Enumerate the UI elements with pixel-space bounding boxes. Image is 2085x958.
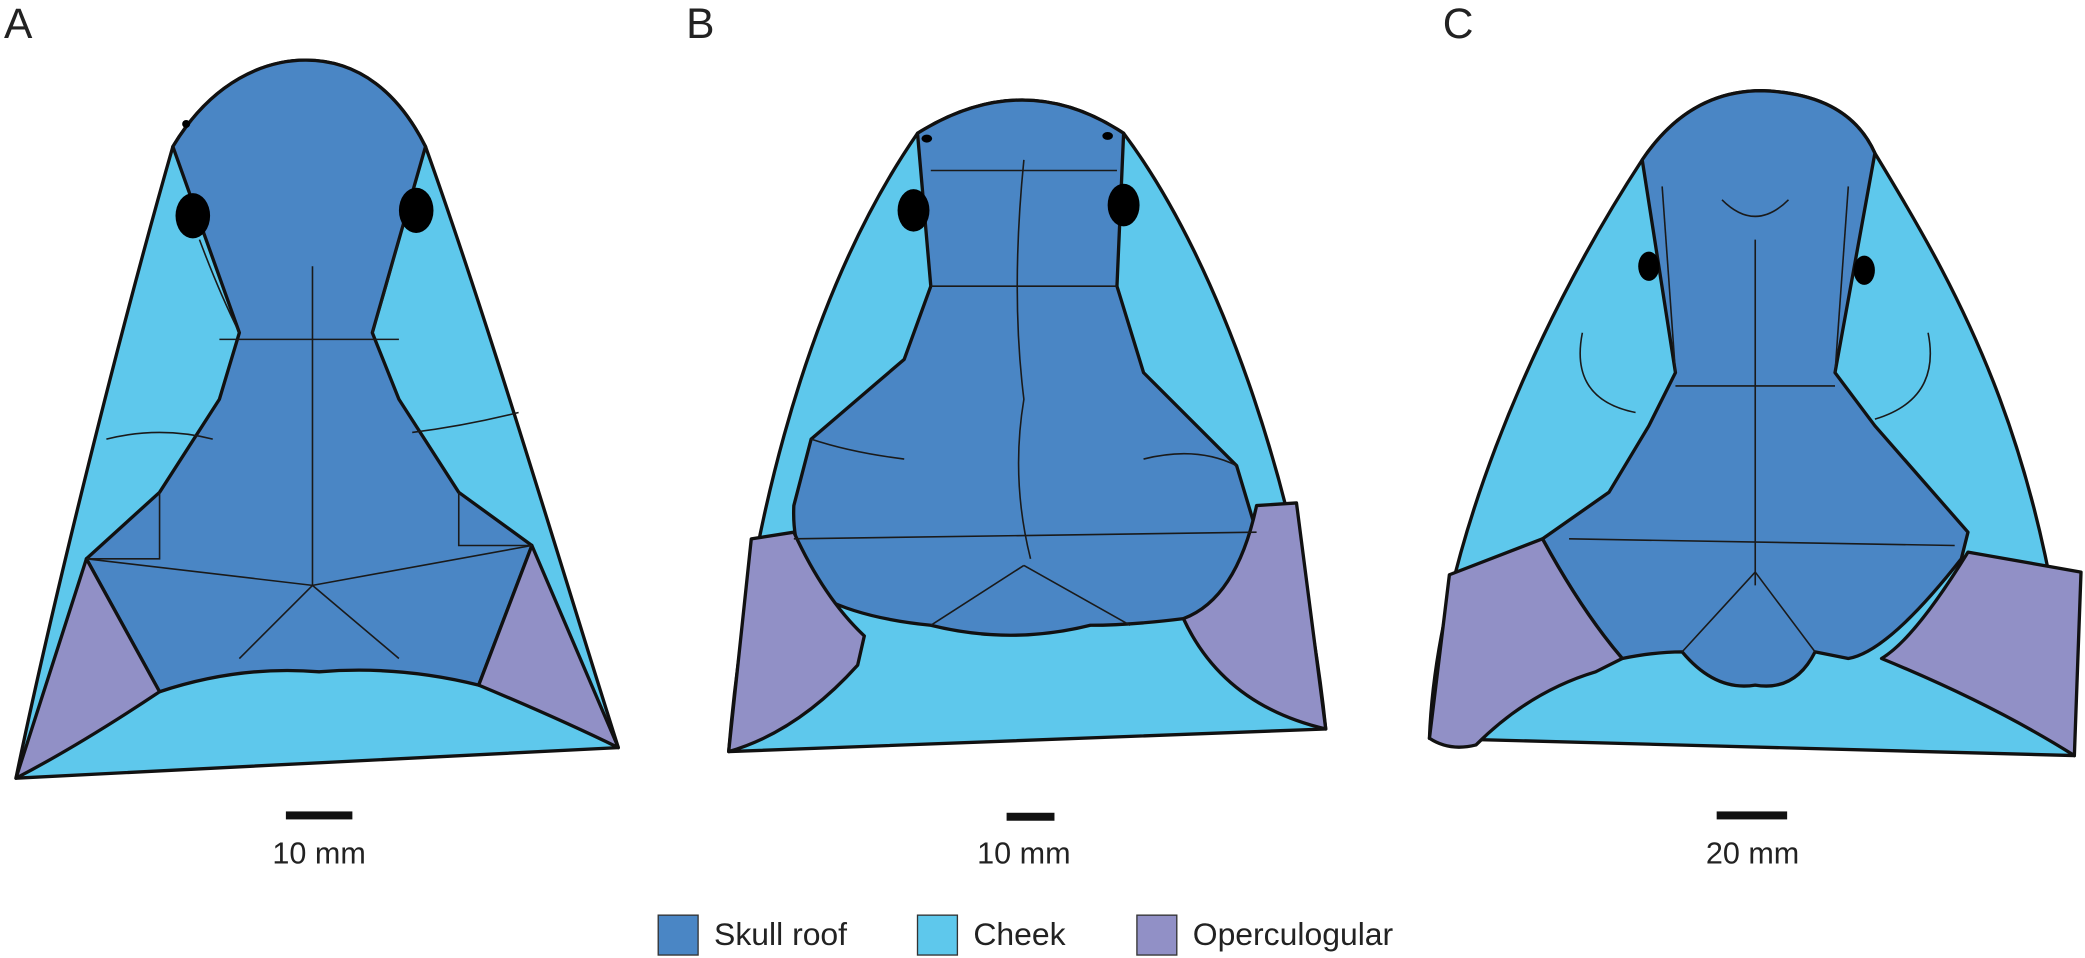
orbit — [1853, 255, 1875, 285]
suture — [106, 431, 213, 440]
suture — [1023, 564, 1131, 626]
panel-label: C — [1443, 0, 1474, 48]
suture — [457, 492, 532, 547]
suture — [1016, 159, 1032, 559]
scale-label: 10 mm — [977, 836, 1070, 870]
suture — [311, 584, 400, 660]
orbit — [921, 134, 933, 143]
suture — [1143, 452, 1237, 467]
scale-label: 10 mm — [272, 836, 365, 870]
orbit — [1102, 131, 1113, 140]
scale-label: 20 mm — [1706, 836, 1799, 870]
suture — [1754, 571, 1816, 653]
panel-label: A — [4, 0, 33, 48]
operculogular — [1879, 550, 2083, 758]
orbit — [175, 193, 211, 239]
suture — [412, 411, 519, 434]
suture — [198, 239, 241, 334]
legend-swatch — [657, 914, 699, 956]
legend-swatch — [916, 914, 959, 956]
scale-bar — [285, 811, 353, 820]
suture — [1681, 571, 1756, 653]
operculogular — [477, 543, 620, 750]
operculogular — [1181, 501, 1328, 731]
suture — [930, 564, 1025, 626]
operculogular — [1427, 537, 1624, 749]
suture — [1721, 199, 1790, 218]
suture — [371, 239, 400, 333]
suture — [238, 584, 314, 660]
orbit — [1107, 183, 1140, 227]
operculogular — [14, 557, 162, 780]
suture — [1579, 332, 1636, 414]
scale-bar — [1006, 812, 1055, 821]
suture — [1569, 538, 1955, 547]
legend-label: Skull roof — [714, 916, 847, 952]
suture — [793, 531, 1257, 540]
orbit — [1638, 251, 1660, 281]
suture — [1661, 186, 1677, 373]
operculogular — [727, 530, 866, 754]
legend-swatch — [1136, 914, 1178, 956]
suture — [86, 492, 161, 560]
orbit — [897, 189, 930, 232]
suture — [810, 438, 905, 460]
panel-label: B — [686, 0, 714, 48]
scale-bar — [1716, 811, 1788, 820]
legend-label: Cheek — [973, 916, 1065, 952]
suture — [1874, 332, 1932, 420]
orbit — [182, 119, 191, 128]
orbit — [398, 187, 434, 234]
legend-label: Operculogular — [1193, 916, 1394, 952]
suture — [1834, 186, 1850, 373]
